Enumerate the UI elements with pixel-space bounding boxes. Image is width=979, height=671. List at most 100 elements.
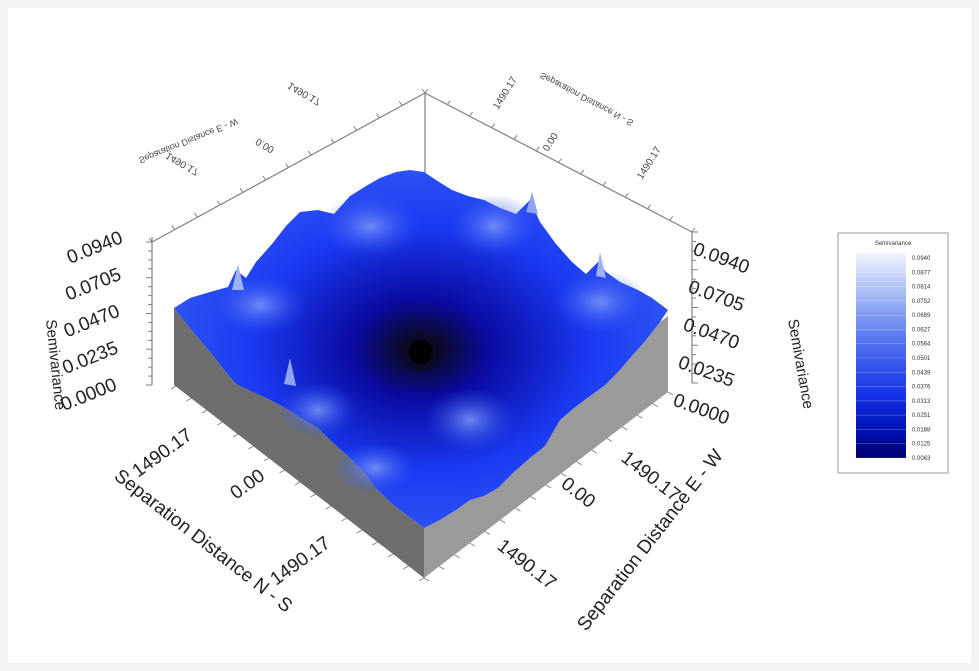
- x-tick-back: [194, 212, 198, 218]
- x-tick-label: 1490.17: [493, 535, 560, 594]
- y-tick: [248, 445, 254, 450]
- y-tick: [232, 433, 239, 438]
- y-tick-back: [469, 111, 473, 117]
- x-tick: [484, 531, 491, 535]
- y-tick: [201, 409, 208, 414]
- y-tick-back: [558, 158, 562, 163]
- legend-value: 0.0814: [912, 285, 931, 291]
- z-axis-title-right: Semivariance: [784, 318, 817, 410]
- x-tick: [606, 438, 613, 442]
- x-tick-label-back: 1490.17: [286, 79, 323, 107]
- y-tick: [372, 541, 378, 546]
- legend: Semivariance 0.09400.08770.08140.07520.0…: [837, 232, 949, 474]
- y-tick: [186, 397, 192, 402]
- x-tick: [652, 403, 659, 408]
- surface: [174, 170, 668, 578]
- z-tick-label-right: 0.0705: [685, 277, 747, 317]
- y-tick-label-back: 1490.17: [635, 145, 664, 182]
- x-tick: [621, 426, 628, 431]
- y-tick: [279, 469, 285, 474]
- z-tick-label-left: 0.0235: [60, 338, 122, 379]
- legend-value: 0.0627: [912, 327, 931, 333]
- y-tick: [217, 421, 223, 426]
- y-tick-label-back: 1490.17: [491, 75, 520, 112]
- x-tick: [545, 484, 552, 489]
- y-tick: [170, 385, 177, 390]
- legend-value: 0.0125: [912, 442, 931, 448]
- x-tick-back: [285, 163, 289, 168]
- y-tick-back: [624, 192, 629, 198]
- x-tick-back: [239, 188, 244, 193]
- x-tick: [560, 472, 567, 477]
- y-tick: [325, 505, 332, 510]
- y-tick-label: 1490.17: [267, 533, 335, 590]
- legend-title: Semivariance: [875, 241, 912, 247]
- y-tick-back: [424, 88, 429, 94]
- legend-value: 0.0877: [912, 270, 931, 276]
- z-tick-label-right: 0.0470: [680, 314, 742, 354]
- y-tick-back: [647, 204, 651, 210]
- z-tick-label-right: 0.0235: [675, 352, 737, 392]
- legend-value: 0.0689: [912, 313, 931, 319]
- x-tick-back: [353, 125, 358, 131]
- x-tick-back: [376, 113, 380, 119]
- y-tick: [418, 577, 425, 582]
- y-tick-back: [513, 135, 518, 140]
- y-tick-back: [691, 227, 696, 233]
- y-tick-label-back: 0.00: [541, 131, 561, 154]
- legend-value: 0.0188: [912, 427, 931, 433]
- x-tick: [469, 542, 476, 547]
- y-tick: [310, 493, 316, 498]
- y-tick-back: [602, 181, 607, 186]
- y-tick: [403, 565, 409, 570]
- legend-value: 0.0063: [912, 456, 931, 462]
- x-tick-back: [421, 88, 426, 94]
- y-tick-back: [535, 146, 540, 152]
- y-tick-back: [669, 216, 674, 221]
- legend-value: 0.0439: [912, 370, 931, 376]
- legend-value: 0.0752: [912, 299, 931, 305]
- y-tick-back: [446, 100, 451, 105]
- z-tick-label-right: 0.0940: [690, 239, 752, 279]
- x-tick: [637, 414, 643, 419]
- x-tick: [499, 519, 506, 524]
- x-tick: [591, 449, 598, 454]
- x-tick: [576, 461, 582, 466]
- x-axis-title-back: Separation Distance E - W: [137, 116, 240, 165]
- z-tick-label-left: 0.0940: [64, 227, 126, 268]
- x-tick: [454, 554, 460, 559]
- y-tick: [356, 529, 363, 534]
- legend-value: 0.0564: [912, 342, 931, 348]
- x-tick-back: [216, 200, 221, 206]
- y-axis-title: Separation Distance N - S: [110, 465, 296, 617]
- z-tick-label-left: 0.0470: [61, 301, 123, 342]
- x-tick: [667, 391, 674, 396]
- x-tick: [438, 565, 445, 570]
- z-tick-label-right: 0.0000: [670, 390, 732, 430]
- x-tick-label-back: 0.00: [254, 135, 277, 154]
- x-tick: [423, 577, 430, 582]
- y-tick-back: [491, 123, 496, 129]
- y-tick-label: 1490.17: [129, 425, 197, 482]
- legend-value: 0.0251: [912, 413, 931, 419]
- legend-value: 0.0376: [912, 385, 931, 391]
- x-tick-back: [307, 150, 312, 156]
- y-tick: [387, 553, 394, 558]
- y-axis-title-back: Separation Distance N - S: [538, 70, 635, 128]
- x-tick-back: [398, 101, 403, 106]
- legend-labels: 0.0940 0.0877 0.0814 0.0752 0.0689 0.0627 0.05…: [856, 256, 931, 462]
- y-tick: [263, 457, 270, 462]
- x-tick: [515, 507, 521, 512]
- y-tick: [341, 517, 347, 522]
- y-tick-back: [580, 169, 585, 175]
- x-tick-label: 0.00: [557, 473, 599, 512]
- legend-value: 0.0313: [912, 399, 931, 405]
- x-tick-back: [330, 138, 335, 143]
- y-tick-label: 0.00: [227, 465, 269, 504]
- x-tick-back: [148, 237, 153, 243]
- y-tick: [294, 481, 301, 486]
- x-tick-back: [171, 225, 176, 230]
